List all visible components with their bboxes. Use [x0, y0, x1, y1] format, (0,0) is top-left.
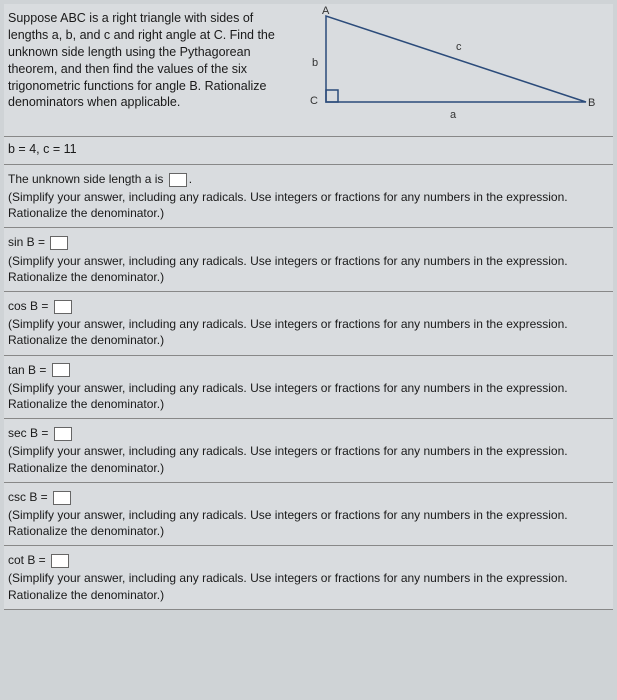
answer-line: tan B =: [8, 362, 609, 378]
answer-instruction: (Simplify your answer, including any rad…: [8, 380, 609, 412]
label-C: C: [310, 94, 318, 109]
answer-block: sec B = (Simplify your answer, including…: [4, 419, 613, 483]
label-A: A: [322, 4, 329, 19]
answer-prefix: The unknown side length a is: [8, 172, 167, 186]
answer-input[interactable]: [54, 300, 72, 314]
answer-line: sin B =: [8, 234, 609, 250]
answer-prefix: sin B =: [8, 235, 48, 249]
answer-prefix: cot B =: [8, 553, 49, 567]
right-angle-box: [326, 90, 338, 102]
answer-instruction: (Simplify your answer, including any rad…: [8, 253, 609, 285]
answer-instruction: (Simplify your answer, including any rad…: [8, 443, 609, 475]
answer-block: cos B = (Simplify your answer, including…: [4, 292, 613, 356]
answer-input[interactable]: [52, 363, 70, 377]
answer-block: tan B = (Simplify your answer, including…: [4, 356, 613, 420]
triangle-poly: [326, 16, 586, 102]
label-c: c: [456, 40, 462, 55]
answer-input[interactable]: [50, 236, 68, 250]
header-row: Suppose ABC is a right triangle with sid…: [4, 4, 613, 137]
answer-instruction: (Simplify your answer, including any rad…: [8, 507, 609, 539]
answer-instruction: (Simplify your answer, including any rad…: [8, 189, 609, 221]
answer-block: csc B = (Simplify your answer, including…: [4, 483, 613, 547]
given-values: b = 4, c = 11: [4, 137, 613, 165]
figure-wrap: A C B b c a: [286, 10, 609, 130]
answer-line: cot B =: [8, 552, 609, 568]
answer-input[interactable]: [54, 427, 72, 441]
answer-instruction: (Simplify your answer, including any rad…: [8, 570, 609, 602]
answer-prefix: tan B =: [8, 363, 50, 377]
answer-prefix: csc B =: [8, 490, 51, 504]
triangle-svg: [286, 10, 596, 130]
label-a: a: [450, 108, 456, 123]
problem-statement: Suppose ABC is a right triangle with sid…: [8, 10, 278, 130]
answer-prefix: cos B =: [8, 299, 52, 313]
answer-block: The unknown side length a is . (Simplify …: [4, 165, 613, 229]
answer-input[interactable]: [51, 554, 69, 568]
triangle-figure: A C B b c a: [286, 10, 596, 130]
label-B: B: [588, 96, 595, 111]
problem-container: Suppose ABC is a right triangle with sid…: [4, 4, 613, 610]
answer-input[interactable]: [53, 491, 71, 505]
answer-line: The unknown side length a is .: [8, 171, 609, 187]
answer-line: csc B =: [8, 489, 609, 505]
answer-block: sin B = (Simplify your answer, including…: [4, 228, 613, 292]
answer-input[interactable]: [169, 173, 187, 187]
answer-line: sec B =: [8, 425, 609, 441]
answer-prefix: sec B =: [8, 426, 52, 440]
label-b: b: [312, 56, 318, 71]
answer-line: cos B =: [8, 298, 609, 314]
answers-list: The unknown side length a is . (Simplify …: [4, 165, 613, 610]
answer-block: cot B = (Simplify your answer, including…: [4, 546, 613, 610]
page: Suppose ABC is a right triangle with sid…: [0, 0, 617, 700]
answer-suffix: .: [189, 172, 192, 186]
answer-instruction: (Simplify your answer, including any rad…: [8, 316, 609, 348]
